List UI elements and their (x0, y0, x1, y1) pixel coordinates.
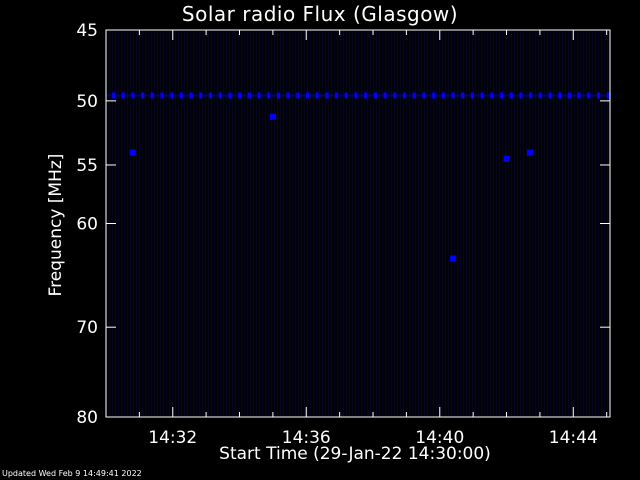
y-tick-label: 80 (76, 408, 98, 428)
band-dash (587, 92, 591, 99)
band-dash (325, 92, 329, 99)
x-tick-label: 14:32 (148, 428, 197, 448)
band-dash (480, 92, 484, 99)
band-dash (548, 92, 552, 99)
band-dash (179, 92, 183, 99)
band-dash (422, 92, 426, 99)
band-dash (403, 92, 406, 99)
bright-spots (129, 113, 533, 262)
bright-spot (269, 113, 276, 120)
band-dash (529, 92, 533, 99)
band-dash (461, 92, 465, 99)
chart-title: Solar radio Flux (Glasgow) (181, 2, 459, 26)
band-dash (509, 92, 513, 99)
band-dash (597, 92, 600, 99)
band-dash (577, 92, 581, 99)
x-tick-label: 14:40 (415, 428, 464, 448)
bright-spot (450, 255, 457, 262)
band-dash (364, 92, 368, 99)
band-dash (315, 92, 319, 99)
band-dash (276, 92, 280, 99)
x-axis: 14:32 14:36 14:40 14:44 (138, 30, 608, 448)
y-tick-label: 55 (76, 156, 98, 176)
band-dash (160, 92, 164, 99)
updated-timestamp: Updated Wed Feb 9 14:49:41 2022 (2, 469, 142, 478)
band-dash (412, 92, 416, 99)
x-axis-label: Start Time (29-Jan-22 14:30:00) (219, 444, 491, 464)
band-dash (335, 92, 339, 99)
band-dash (150, 92, 154, 99)
band-dash (112, 92, 115, 99)
band-dash (296, 92, 300, 99)
band-dash (538, 92, 542, 99)
band-dash (131, 92, 135, 99)
band-dash (189, 92, 193, 99)
y-tick-label: 70 (76, 318, 98, 338)
band-dash (558, 92, 562, 99)
band-dash (519, 92, 523, 99)
band-dash (209, 92, 212, 99)
band-dash (393, 92, 397, 99)
band-line (106, 94, 610, 97)
band-dash (567, 92, 571, 99)
band-dash (170, 92, 174, 99)
band-dash (228, 92, 232, 99)
band-dash (383, 92, 387, 99)
band-dash (373, 92, 377, 99)
bright-spot (503, 155, 510, 162)
band-dash (199, 92, 203, 99)
plot-area (106, 30, 610, 417)
band-dash (257, 92, 261, 99)
band-dash (238, 92, 242, 99)
band-dash (306, 92, 309, 99)
band-dash (267, 92, 271, 99)
y-axis: 45 50 55 60 70 80 (76, 21, 610, 428)
bright-spot (526, 149, 533, 156)
bright-spot (129, 149, 136, 156)
band-dash (470, 92, 474, 99)
band-dash (121, 92, 125, 99)
y-tick-label: 45 (76, 21, 98, 41)
interference-band (106, 92, 610, 99)
band-dash (451, 92, 455, 99)
band-dash (606, 92, 610, 99)
y-tick-label: 60 (76, 215, 98, 235)
band-dash (286, 92, 290, 99)
y-tick-label: 50 (76, 92, 98, 112)
band-dash (354, 92, 358, 99)
band-dash (141, 92, 145, 99)
band-dash (218, 92, 222, 99)
band-dash (432, 92, 436, 99)
x-tick-label: 14:44 (549, 428, 598, 448)
y-axis-label: Frequency [MHz] (46, 153, 66, 297)
band-dash (344, 92, 348, 99)
x-tick-label: 14:36 (282, 428, 331, 448)
band-dash (500, 92, 503, 99)
band-dash (490, 92, 494, 99)
band-dash (441, 92, 445, 99)
band-dash (247, 92, 251, 99)
